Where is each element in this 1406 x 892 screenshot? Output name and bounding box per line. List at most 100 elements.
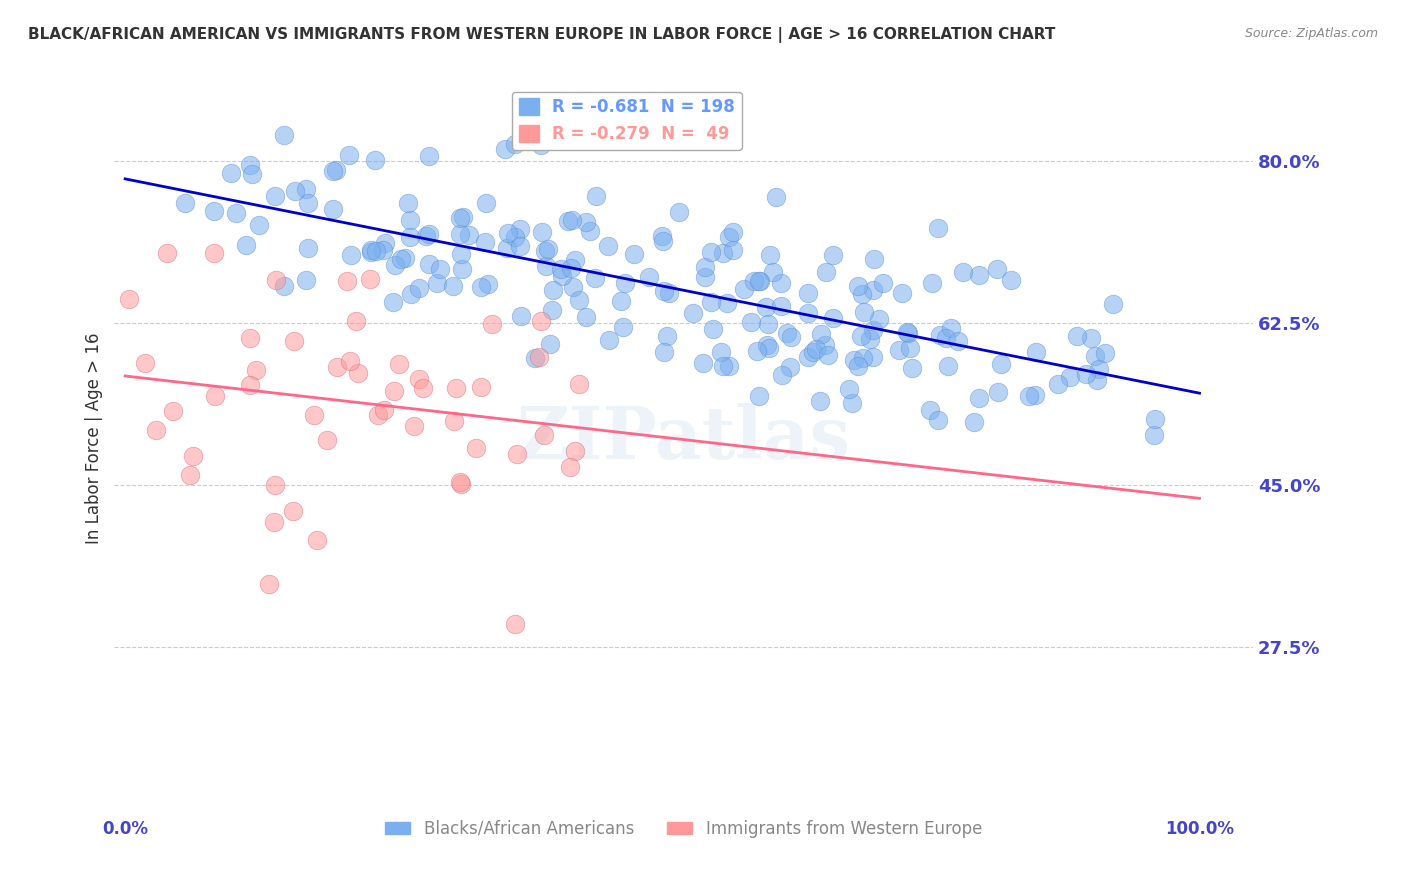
Point <box>561 213 583 227</box>
Point <box>575 310 598 324</box>
Point <box>693 260 716 274</box>
Point <box>297 196 319 211</box>
Point <box>1088 361 1111 376</box>
Point <box>449 227 471 242</box>
Point <box>273 278 295 293</box>
Point <box>538 336 561 351</box>
Point <box>181 449 204 463</box>
Point <box>748 274 770 288</box>
Point <box>921 276 943 290</box>
Point <box>449 211 471 226</box>
Point <box>426 276 449 290</box>
Point <box>658 286 681 301</box>
Point <box>503 136 526 151</box>
Point <box>297 241 319 255</box>
Point <box>583 271 606 285</box>
Point <box>337 148 360 162</box>
Point <box>247 218 270 232</box>
Point <box>1085 373 1108 387</box>
Point <box>821 248 844 262</box>
Point <box>541 284 564 298</box>
Point <box>283 334 305 348</box>
Point <box>682 305 704 319</box>
Point <box>117 292 139 306</box>
Point <box>851 351 873 365</box>
Point <box>418 257 440 271</box>
Point <box>1080 331 1102 345</box>
Point <box>918 403 941 417</box>
Point <box>347 366 370 380</box>
Point <box>537 242 560 256</box>
Point <box>896 326 918 340</box>
Point <box>699 294 721 309</box>
Point <box>718 229 741 244</box>
Point <box>742 274 765 288</box>
Point <box>1076 368 1098 382</box>
Point <box>740 315 762 329</box>
Point <box>530 314 553 328</box>
Point <box>770 299 793 313</box>
Point <box>562 279 585 293</box>
Point <box>557 214 579 228</box>
Point <box>509 239 531 253</box>
Point <box>496 242 519 256</box>
Point <box>373 403 395 417</box>
Point <box>987 384 1010 399</box>
Point <box>613 276 636 290</box>
Point <box>156 245 179 260</box>
Point <box>273 128 295 142</box>
Point <box>755 300 778 314</box>
Point <box>315 434 337 448</box>
Point <box>284 185 307 199</box>
Point <box>558 459 581 474</box>
Point <box>846 279 869 293</box>
Point <box>693 269 716 284</box>
Point <box>927 220 949 235</box>
Point <box>245 362 267 376</box>
Point <box>868 312 890 326</box>
Point <box>718 359 741 374</box>
Point <box>652 284 675 298</box>
Point <box>700 245 723 260</box>
Point <box>399 286 422 301</box>
Point <box>384 384 406 398</box>
Point <box>202 204 225 219</box>
Point <box>174 196 197 211</box>
Point <box>364 153 387 167</box>
Point <box>418 227 440 241</box>
Point <box>1143 412 1166 426</box>
Point <box>775 326 797 340</box>
Point <box>963 416 986 430</box>
Point <box>723 225 745 239</box>
Point <box>396 196 419 211</box>
Point <box>510 310 533 324</box>
Point <box>756 317 779 331</box>
Point <box>529 350 551 364</box>
Point <box>651 228 673 243</box>
Point <box>609 293 631 308</box>
Point <box>936 359 959 373</box>
Point <box>891 285 914 300</box>
Point <box>534 259 557 273</box>
Point <box>450 476 472 491</box>
Point <box>564 253 586 268</box>
Point <box>1143 428 1166 442</box>
Point <box>524 351 547 365</box>
Point <box>550 262 572 277</box>
Point <box>967 268 990 283</box>
Point <box>134 355 156 369</box>
Point <box>360 243 382 257</box>
Point <box>745 344 768 359</box>
Point <box>449 475 471 489</box>
Point <box>846 359 869 373</box>
Point <box>465 442 488 456</box>
Point <box>796 286 818 301</box>
Point <box>612 319 634 334</box>
Point <box>1059 370 1081 384</box>
Point <box>927 413 949 427</box>
Point <box>568 376 591 391</box>
Point <box>814 338 837 352</box>
Point <box>266 273 288 287</box>
Point <box>506 447 529 461</box>
Point <box>969 391 991 405</box>
